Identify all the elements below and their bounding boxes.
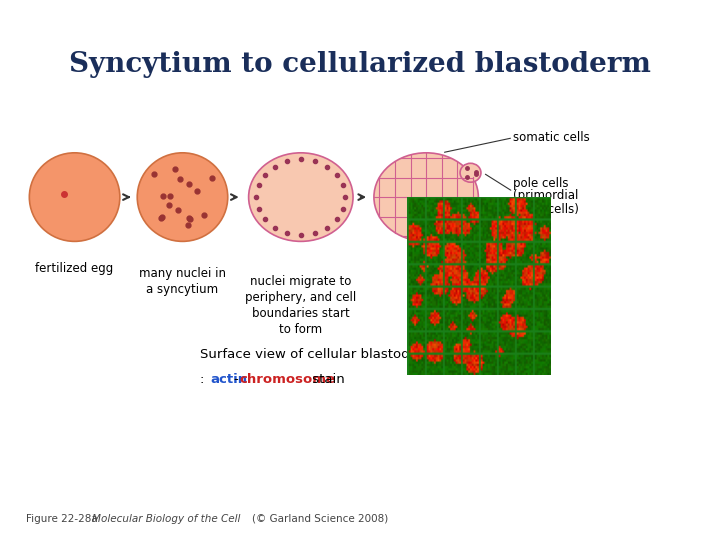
Text: Molecular Biology of the Cell: Molecular Biology of the Cell xyxy=(92,514,240,524)
Text: actin: actin xyxy=(210,373,248,386)
Text: many nuclei in
a syncytium: many nuclei in a syncytium xyxy=(139,267,226,296)
Ellipse shape xyxy=(374,153,478,241)
Text: nuclei migrate to
periphery, and cell
boundaries start
to form: nuclei migrate to periphery, and cell bo… xyxy=(246,275,356,336)
Text: Surface view of cellular blastoderm: Surface view of cellular blastoderm xyxy=(200,348,436,361)
Ellipse shape xyxy=(460,163,481,182)
Ellipse shape xyxy=(248,153,353,241)
Text: Syncytium to cellularized blastoderm: Syncytium to cellularized blastoderm xyxy=(69,51,651,78)
Text: (primordial
germ cells): (primordial germ cells) xyxy=(513,188,579,217)
Text: (© Garland Science 2008): (© Garland Science 2008) xyxy=(252,514,388,524)
Text: Figure 22-28a: Figure 22-28a xyxy=(26,514,104,524)
Text: -: - xyxy=(233,373,238,386)
Text: fertilized egg: fertilized egg xyxy=(35,262,114,275)
Text: pole cells: pole cells xyxy=(513,177,569,190)
Text: stain: stain xyxy=(307,373,345,386)
Text: chromosome: chromosome xyxy=(240,373,336,386)
Ellipse shape xyxy=(138,153,228,241)
Ellipse shape xyxy=(30,153,120,241)
Text: :: : xyxy=(200,373,209,386)
Text: somatic cells: somatic cells xyxy=(513,131,590,144)
